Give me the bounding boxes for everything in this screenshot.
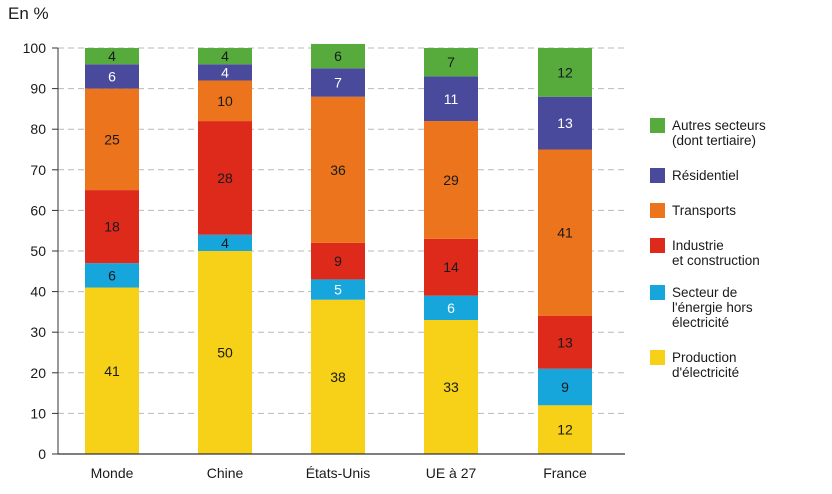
bar-segment [198, 80, 252, 122]
bar-segment [424, 320, 478, 454]
bar-segment [311, 43, 365, 69]
bar-segment [538, 48, 592, 97]
x-tick-label: France [543, 465, 587, 481]
bar-segment [424, 48, 478, 77]
y-unit-label: En % [8, 4, 49, 23]
bar-segment [311, 242, 365, 280]
segment-value-label: 10 [217, 93, 233, 109]
legend-item: Transports [650, 203, 830, 218]
bar-segment [85, 88, 139, 191]
segment-value-label: 4 [221, 235, 229, 251]
segment-value-label: 14 [443, 259, 459, 275]
bar-segment [538, 315, 592, 369]
bar-segment [424, 121, 478, 239]
segment-value-label: 9 [561, 379, 569, 395]
bar-segment [311, 68, 365, 97]
segment-value-label: 29 [443, 172, 459, 188]
legend-swatch [650, 285, 665, 300]
segment-value-label: 7 [334, 75, 342, 91]
legend-swatch [650, 238, 665, 253]
bar-segment [85, 190, 139, 264]
y-tick-label: 30 [30, 324, 46, 340]
bar-segment [538, 96, 592, 150]
bar-segment [311, 299, 365, 454]
legend-swatch [650, 118, 665, 133]
legend-swatch [650, 203, 665, 218]
legend-label: Industrie et construction [672, 238, 760, 268]
legend-item: Autres secteurs (dont tertiaire) [650, 118, 830, 148]
segment-value-label: 25 [104, 131, 120, 147]
segment-value-label: 13 [557, 115, 573, 131]
y-tick-label: 40 [30, 284, 46, 300]
x-tick-label: UE à 27 [426, 465, 477, 481]
segment-value-label: 9 [334, 253, 342, 269]
x-tick-label: Chine [207, 465, 244, 481]
legend-swatch [650, 168, 665, 183]
y-tick-label: 60 [30, 202, 46, 218]
bar-segment [198, 251, 252, 454]
segment-value-label: 4 [221, 64, 229, 80]
y-tick-label: 20 [30, 365, 46, 381]
y-tick-label: 80 [30, 121, 46, 137]
bar-segment [538, 368, 592, 406]
legend-swatch [650, 350, 665, 365]
bar-segment [538, 405, 592, 454]
bar-segment [311, 279, 365, 300]
segment-value-label: 4 [221, 48, 229, 64]
bar-segment [424, 76, 478, 122]
bar-segment [311, 96, 365, 243]
legend-label: Production d'électricité [672, 350, 740, 380]
legend-item: Production d'électricité [650, 350, 830, 380]
segment-value-label: 38 [330, 369, 346, 385]
segment-value-label: 12 [557, 422, 573, 438]
x-tick-label: États-Unis [306, 465, 371, 481]
bar-segment [85, 48, 139, 65]
segment-value-label: 41 [557, 225, 573, 241]
bar-segment [198, 121, 252, 235]
bar-segment [85, 287, 139, 454]
segment-value-label: 12 [557, 64, 573, 80]
y-tick-label: 90 [30, 81, 46, 97]
segment-value-label: 6 [334, 48, 342, 64]
legend-label: Autres secteurs (dont tertiaire) [672, 118, 766, 148]
segment-value-label: 28 [217, 170, 233, 186]
legend-item: Secteur de l'énergie hors électricité [650, 285, 830, 330]
y-tick-label: 50 [30, 243, 46, 259]
bar-segment [198, 234, 252, 251]
segment-value-label: 50 [217, 345, 233, 361]
y-tick-label: 70 [30, 162, 46, 178]
segment-value-label: 7 [447, 54, 455, 70]
chart-legend: Autres secteurs (dont tertiaire) Résident… [650, 118, 830, 380]
segment-value-label: 6 [108, 68, 116, 84]
segment-value-label: 6 [447, 300, 455, 316]
y-tick-label: 10 [30, 405, 46, 421]
legend-label: Secteur de l'énergie hors électricité [672, 285, 753, 330]
segment-value-label: 18 [104, 219, 120, 235]
segment-value-label: 36 [330, 162, 346, 178]
legend-label: Résidentiel [672, 168, 739, 183]
segment-value-label: 6 [108, 267, 116, 283]
x-tick-label: Monde [91, 465, 134, 481]
bar-segment [85, 64, 139, 89]
segment-value-label: 33 [443, 379, 459, 395]
y-tick-label: 0 [38, 446, 46, 462]
bar-segment [198, 64, 252, 81]
segment-value-label: 4 [108, 48, 116, 64]
legend-item: Résidentiel [650, 168, 830, 183]
segment-value-label: 13 [557, 334, 573, 350]
legend-item: Industrie et construction [650, 238, 830, 268]
segment-value-label: 5 [334, 282, 342, 298]
bar-segment [198, 48, 252, 65]
y-tick-label: 100 [23, 40, 47, 56]
bar-segment [424, 238, 478, 296]
bar-segment [538, 149, 592, 316]
bar-segment [85, 263, 139, 288]
segment-value-label: 41 [104, 363, 120, 379]
legend-label: Transports [672, 203, 737, 218]
segment-value-label: 11 [444, 91, 459, 107]
bar-segment [424, 295, 478, 321]
